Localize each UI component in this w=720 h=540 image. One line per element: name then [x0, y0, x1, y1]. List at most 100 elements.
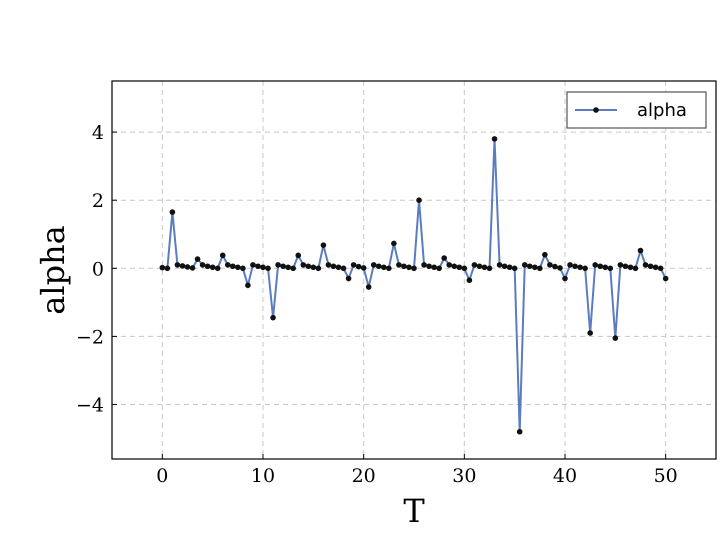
data-point: [547, 262, 553, 268]
data-point: [461, 265, 468, 272]
x-tick-label: 50: [654, 465, 678, 487]
data-point: [290, 265, 297, 272]
data-point: [320, 242, 327, 248]
data-point: [224, 262, 231, 268]
data-point: [456, 264, 463, 271]
data-point: [501, 263, 508, 270]
data-point: [406, 264, 412, 271]
legend-box: [566, 91, 707, 129]
y-tick-label: 2: [92, 190, 104, 212]
data-point: [219, 252, 226, 259]
plot-frame: [111, 80, 717, 460]
data-point: [235, 264, 241, 271]
data-point: [552, 263, 558, 270]
data-point: [285, 264, 291, 271]
data-point: [355, 263, 362, 270]
data-point: [562, 275, 568, 282]
data-point: [270, 314, 276, 321]
data-point: [431, 264, 437, 271]
data-point: [451, 263, 458, 270]
y-axis-label: alpha: [34, 225, 72, 314]
y-tick-label: 4: [92, 122, 104, 144]
data-point: [521, 262, 528, 268]
data-point: [597, 263, 604, 270]
data-point: [194, 256, 201, 262]
x-axis-label: T: [403, 492, 425, 530]
data-point: [375, 263, 382, 270]
data-point: [491, 136, 498, 142]
data-point: [436, 265, 442, 272]
data-point: [627, 264, 634, 271]
data-point: [325, 262, 332, 268]
data-point: [159, 264, 166, 271]
data-point: [310, 264, 317, 271]
data-point: [300, 262, 307, 268]
data-point: [572, 263, 578, 270]
data-point: [340, 265, 347, 272]
data-point: [511, 265, 518, 272]
data-point: [184, 264, 191, 270]
y-tick-label: 0: [92, 258, 104, 280]
data-point: [642, 262, 649, 268]
x-tick-label: 0: [156, 465, 168, 487]
data-point: [516, 428, 523, 435]
data-point: [617, 262, 624, 268]
data-point: [557, 265, 563, 271]
data-point: [426, 263, 432, 270]
x-tick-label: 40: [553, 465, 577, 487]
data-point: [335, 264, 342, 271]
data-point: [532, 264, 538, 271]
data-point: [305, 263, 312, 270]
data-point: [370, 262, 377, 268]
data-point: [622, 263, 629, 270]
data-point: [260, 264, 266, 271]
data-point: [416, 197, 422, 203]
data-point: [189, 265, 196, 271]
data-point: [567, 262, 573, 268]
x-tick-label: 20: [352, 465, 376, 487]
data-point: [612, 335, 619, 341]
data-point: [657, 265, 664, 272]
data-point: [476, 263, 483, 270]
data-point: [360, 265, 367, 271]
data-point: [250, 262, 256, 268]
data-point: [486, 265, 493, 272]
x-tick-label: 30: [452, 465, 476, 487]
data-point: [245, 282, 251, 289]
data-point: [386, 265, 392, 272]
data-point: [582, 265, 588, 272]
data-point: [255, 263, 261, 270]
legend-marker: [593, 107, 599, 113]
data-point: [441, 255, 448, 261]
data-point: [542, 251, 548, 258]
data-point: [350, 262, 357, 268]
series-line: [162, 138, 667, 432]
data-point: [662, 275, 669, 282]
data-point: [577, 264, 583, 271]
data-point: [401, 263, 407, 270]
data-point: [381, 264, 387, 271]
data-point: [174, 262, 181, 268]
data-point: [506, 264, 513, 271]
data-point: [230, 263, 236, 270]
x-tick-label: 10: [251, 465, 275, 487]
y-tick-label: −2: [76, 326, 104, 348]
data-point: [365, 284, 372, 290]
data-point: [652, 264, 659, 271]
data-point: [396, 262, 402, 268]
data-point: [214, 265, 221, 272]
data-point: [592, 262, 598, 268]
data-point: [537, 265, 543, 272]
data-point: [632, 265, 639, 272]
data-point: [330, 263, 337, 270]
data-point: [471, 262, 478, 268]
data-point: [199, 262, 206, 268]
data-point: [209, 264, 216, 271]
data-point: [164, 265, 171, 272]
y-tick-label: −4: [76, 395, 104, 417]
data-point: [411, 265, 417, 272]
data-point: [315, 265, 322, 272]
data-point: [265, 265, 271, 272]
data-point: [391, 240, 397, 247]
